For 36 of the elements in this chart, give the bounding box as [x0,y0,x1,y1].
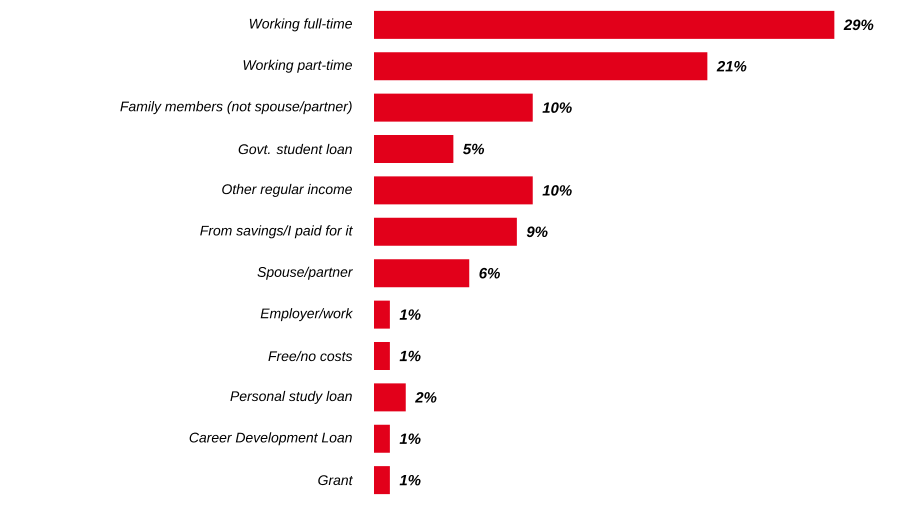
data-label: 9% [526,226,548,238]
data-label: 10% [542,102,572,113]
bar [374,300,390,329]
y-tick-label: From savings/I paid for it [200,225,353,238]
bar [374,94,533,122]
bar [374,383,406,412]
bar [374,218,517,246]
bar [374,176,533,204]
bar [374,424,390,453]
data-label: 29% [844,20,874,30]
bar [374,466,390,494]
y-tick-label: Other regular income [222,184,352,197]
data-label: 1% [400,434,421,444]
y-tick-label: Govt. student loan [238,144,352,154]
y-tick-label: Personal study loan [230,390,352,404]
data-label: 5% [463,144,484,154]
data-label: 2% [415,392,436,403]
y-tick-label: Career Development Loan [190,432,352,446]
bar [374,342,390,370]
bar [374,52,708,80]
y-tick-label: Working full-time [250,18,352,32]
y-tick-label: Family members (not spouse/partner) [120,101,352,114]
y-tick-label: Spouse/partner [258,266,353,280]
y-tick-label: Free/no costs [268,350,352,362]
bar [374,259,470,288]
data-label: 1% [400,474,421,486]
y-tick-label: Employer/work [260,308,354,322]
data-label: 6% [479,268,500,278]
y-tick-label: Grant [318,475,353,486]
bar [374,10,834,39]
data-label: 1% [400,309,421,320]
data-label: 10% [542,185,572,196]
y-tick-label: Working part-time [244,60,352,73]
data-label: 1% [400,350,421,362]
bar [374,135,454,164]
data-label: 21% [716,60,746,72]
